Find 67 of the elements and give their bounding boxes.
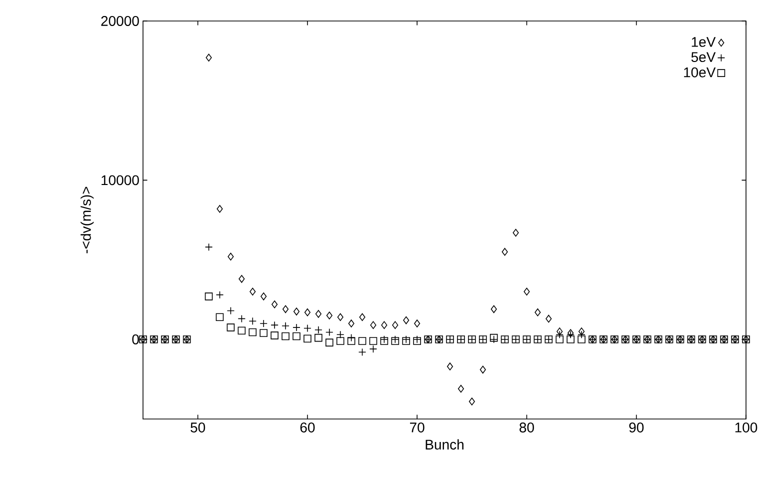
point xyxy=(282,305,289,314)
point xyxy=(304,308,310,316)
point xyxy=(260,292,267,300)
point xyxy=(348,320,354,328)
point xyxy=(568,329,574,337)
point xyxy=(216,204,223,213)
point xyxy=(512,228,519,237)
point xyxy=(546,314,552,323)
point xyxy=(216,313,224,322)
point xyxy=(204,292,213,300)
point xyxy=(490,334,498,342)
point xyxy=(403,316,410,324)
point xyxy=(381,321,388,329)
y-axis-title: -<dv(m/s)> xyxy=(80,186,94,254)
point xyxy=(566,336,574,344)
point xyxy=(226,324,235,332)
point xyxy=(206,54,212,62)
point xyxy=(458,384,464,393)
point xyxy=(524,288,530,296)
point xyxy=(392,321,398,329)
point xyxy=(490,305,497,314)
point xyxy=(446,362,454,370)
point xyxy=(578,336,586,344)
point xyxy=(556,328,563,336)
x-axis-title: Bunch xyxy=(426,439,464,450)
point xyxy=(250,288,256,296)
point xyxy=(292,332,300,340)
point xyxy=(272,300,278,308)
point xyxy=(502,248,508,256)
point xyxy=(315,310,322,318)
x-tick-label: 60 xyxy=(300,422,315,432)
x-tick-label: 50 xyxy=(190,422,206,432)
point xyxy=(414,320,420,328)
x-tick-label: 100 xyxy=(735,422,758,432)
point xyxy=(248,328,257,336)
y-tick-label: 10000 xyxy=(102,175,139,186)
point xyxy=(370,321,376,329)
point xyxy=(369,337,378,345)
y-tick-label: 20000 xyxy=(101,16,139,26)
point xyxy=(238,326,246,335)
point xyxy=(304,334,312,343)
x-tick-label: 70 xyxy=(410,422,424,432)
x-tick-label: 80 xyxy=(520,422,534,432)
point xyxy=(347,337,356,345)
point xyxy=(238,275,245,283)
legend-label: 5eV xyxy=(691,52,716,62)
point xyxy=(578,328,585,336)
point xyxy=(293,308,300,316)
point xyxy=(337,313,344,322)
point xyxy=(358,337,366,345)
point xyxy=(325,338,334,346)
legend-label: 1eV xyxy=(692,37,716,47)
point xyxy=(556,336,564,344)
point xyxy=(336,337,344,345)
point xyxy=(228,252,234,261)
point xyxy=(480,366,486,374)
point xyxy=(468,398,475,406)
y-tick-label: 0 xyxy=(132,334,139,344)
point xyxy=(326,312,332,320)
point xyxy=(534,308,541,316)
point xyxy=(270,332,278,340)
point xyxy=(314,334,322,342)
legend-label: 10eV xyxy=(684,67,716,78)
point xyxy=(260,329,268,337)
point xyxy=(359,313,366,322)
point xyxy=(282,332,290,340)
x-tick-label: 90 xyxy=(629,422,644,432)
